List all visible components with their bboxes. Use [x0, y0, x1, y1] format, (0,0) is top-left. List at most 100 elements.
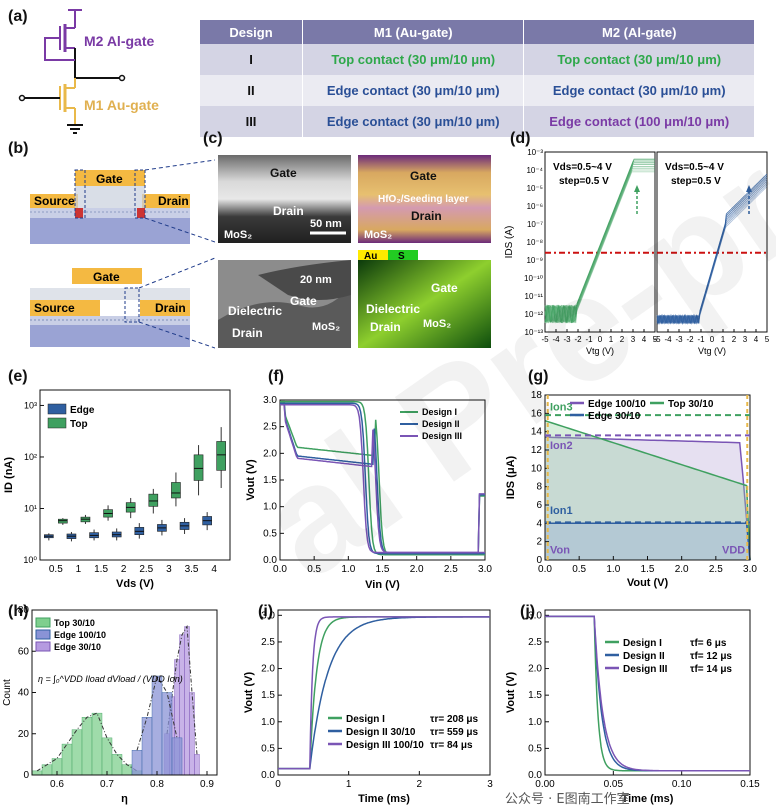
chart-h-legend-swatch [35, 629, 51, 640]
chart-j-legend-label: Design III [623, 664, 668, 675]
chart-e-ylabel: ID (nA) [3, 457, 15, 493]
chart-h-bar [31, 770, 43, 776]
chart-h-bar [151, 675, 163, 776]
chart-h-bar [71, 729, 83, 776]
chart-h: 0.6 0.7 0.8 0.9 0 20 40 60 80 η Count η = ∫₀^VDD Il… [2, 605, 218, 805]
chart-d: IDS (A) 10⁻¹³ 10⁻¹² 10⁻¹¹ 10⁻¹⁰ 10⁻⁹ 10⁻⁸ 10⁻⁷ 1… [504, 148, 770, 356]
chart-h-xtick-label: 0.6 [50, 779, 64, 790]
chart-f-ytick-label: 1.5 [263, 475, 277, 486]
chart-d-xtick-label: 1 [609, 335, 614, 344]
panel-label-e: (e) [8, 368, 28, 385]
chart-i-ytick-label: 2.5 [261, 637, 275, 648]
chart-j-ytick-label: 1.0 [528, 717, 542, 728]
chart-g-label-ion2: Ion2 [550, 440, 573, 452]
chart-g-ytick-label: 0 [536, 555, 542, 566]
chart-d-xtick-label: 1 [721, 335, 726, 344]
table-cell-m2: Edge contact (30 μm/10 μm) [523, 75, 755, 106]
chart-i-legend-label: Design III 100/10 [346, 740, 424, 751]
chart-g-ytick-label: 12 [531, 445, 543, 456]
chart-e-ytick-label: 10³ [24, 400, 37, 410]
chart-d-xtick-label: -2 [574, 335, 582, 344]
chart-e-xtick-label: 0.5 [49, 564, 63, 575]
chart-i-ytick-label: 1.0 [261, 717, 275, 728]
chart-j-ytick-label: 2.5 [528, 637, 542, 648]
schematic-gate-label: Gate [96, 172, 123, 186]
tem-tr-gate: Gate [410, 169, 437, 183]
device-schematic: Gate Source Drain Gate Source Drain [30, 159, 215, 349]
chart-j-xtick-label: 0.15 [740, 779, 760, 790]
chart-d-ytick-label: 10⁻⁶ [527, 202, 543, 211]
chart-j-xtick-label: 0.10 [672, 779, 692, 790]
chart-d-xtick-label: -1 [585, 335, 593, 344]
chart-d-curve [544, 164, 655, 324]
chart-h-bar [121, 764, 133, 776]
chart-g-label-von: Von [550, 545, 570, 557]
tem-tl-gate: Gate [270, 166, 297, 180]
table-cell-m2: Top contact (30 μm/10 μm) [523, 44, 755, 75]
chart-d-xtick-label: -4 [664, 335, 672, 344]
chart-h-bar [61, 743, 73, 776]
chart-f-curve-reverse [280, 402, 485, 555]
chart-d-xtick-label: -3 [675, 335, 683, 344]
chart-d-annotation-step: step=0.5 V [559, 176, 609, 187]
table-cell-m2: Edge contact (100 μm/10 μm) [523, 106, 755, 137]
chart-e-xtick-label: 3.5 [185, 564, 199, 575]
chart-i-ytick-label: 3.0 [261, 610, 275, 621]
chart-d-annotation-step: step=0.5 V [671, 176, 721, 187]
chart-d-ytick-label: 10⁻⁹ [526, 256, 543, 265]
table-cell-m1: Edge contact (30 μm/10 μm) [302, 106, 525, 137]
chart-g-ytick-label: 16 [531, 408, 543, 419]
chart-g-curve-edge30-fill [545, 523, 750, 560]
chart-d-ytick-label: 10⁻⁷ [527, 220, 543, 229]
chart-g-ytick-label: 8 [536, 482, 542, 493]
chart-d-ytick-label: 10⁻¹³ [525, 328, 544, 337]
chart-f-legend-label: Design III [422, 431, 462, 441]
schematic-drain-label: Drain [158, 194, 189, 208]
chart-f-curve-reverse [280, 404, 485, 554]
chart-e-legend-swatch [47, 417, 67, 429]
chart-g-xtick-label: 0.0 [538, 564, 552, 575]
chart-i-ytick-label: 2.0 [261, 664, 275, 675]
tem-bl-drain: Drain [232, 326, 263, 340]
schematic-source-label: Source [34, 194, 75, 208]
chart-g-xlabel: Vout (V) [627, 577, 669, 589]
chart-h-bar [189, 692, 195, 776]
table-cell-m1: Top contact (30 μm/10 μm) [302, 44, 525, 75]
panel-label-f: (f) [268, 368, 284, 385]
panel-label-b: (b) [8, 140, 29, 157]
chart-e-ytick-label: 10² [24, 452, 37, 462]
chart-h-legend-swatch [35, 617, 51, 628]
chart-i-ytick-label: 1.5 [261, 690, 275, 701]
chart-j-xtick-label: 0.05 [604, 779, 624, 790]
chart-f-ytick-label: 2.0 [263, 448, 277, 459]
tem-bl-mos2: MoS₂ [312, 321, 340, 333]
design-table: Design M1 (Au-gate) M2 (Al-gate) I Top c… [200, 20, 755, 137]
chart-d-arrowhead [634, 185, 640, 192]
chart-g-ytick-label: 10 [531, 463, 543, 474]
chart-d-ytick-label: 10⁻¹² [525, 310, 544, 319]
chart-e-legend-label: Edge [70, 405, 95, 416]
tem-images: Gate Drain 50 nm MoS₂ Au S Gate HfO₂/See… [218, 155, 491, 348]
chart-d-curve [656, 184, 768, 325]
chart-h-xlabel: η [121, 793, 128, 805]
chart-g-xtick-label: 1.0 [606, 564, 620, 575]
chart-d-curve [544, 158, 655, 324]
panel-label-j: (j) [520, 603, 536, 620]
chart-g-label-vdd: VDD [722, 545, 745, 557]
chart-g-legend-label: Edge 100/10 [588, 399, 646, 410]
chart-e-xtick-label: 2 [121, 564, 127, 575]
chart-i-frame [277, 609, 491, 776]
chart-g-xtick-label: 3.0 [743, 564, 757, 575]
chart-h-fit [36, 712, 138, 772]
chart-e-box [148, 493, 159, 507]
chart-f-xtick-label: 0.0 [273, 564, 287, 575]
chart-i-legend-tau: τr= 208 μs [430, 714, 479, 725]
chart-i-legend-tau: τr= 559 μs [430, 727, 479, 738]
chart-h-equation: η = ∫₀^VDD Iload dVload / (VDD Ion) [38, 674, 183, 684]
chart-i-ytick-label: 0.0 [261, 770, 275, 781]
tem-br-s: S [398, 251, 405, 262]
chart-d-xtick-label: 0 [710, 335, 715, 344]
chart-j-curve [545, 615, 750, 772]
chart-d-xtick-label: -5 [541, 335, 549, 344]
chart-h-ylabel: Count [2, 679, 13, 706]
